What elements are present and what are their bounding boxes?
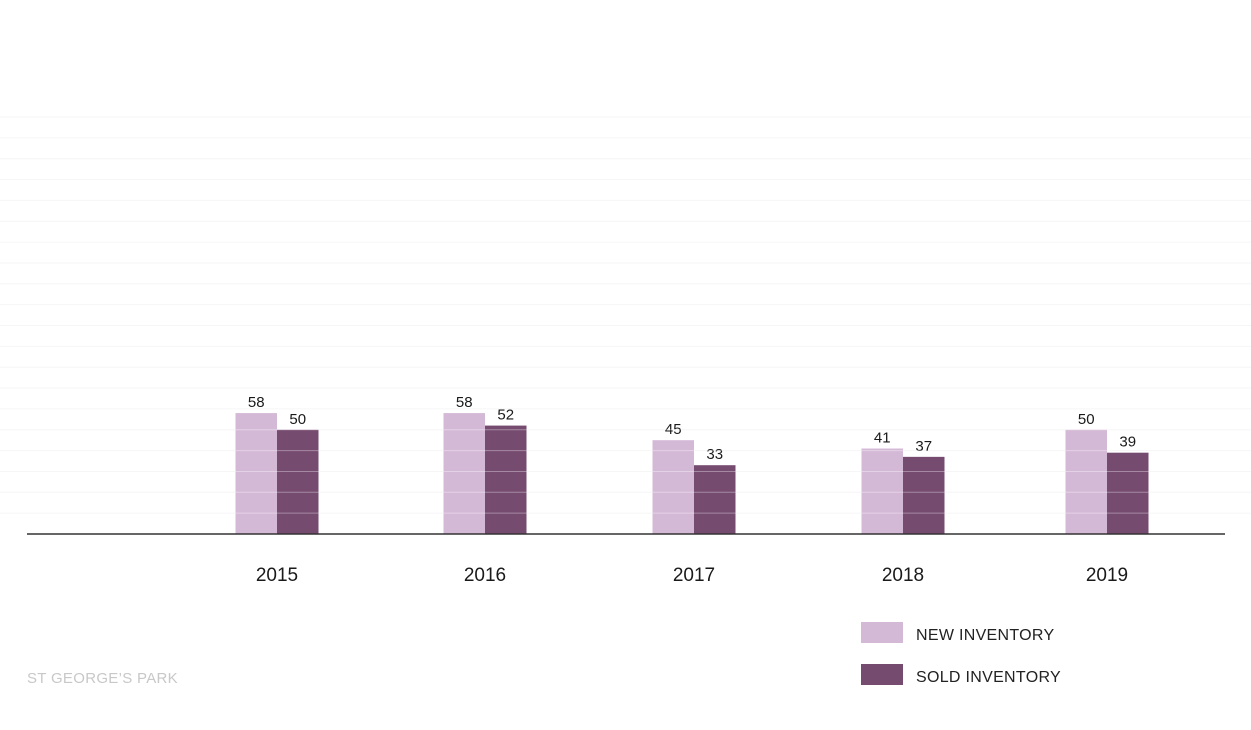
x-axis-ticks: 2015 2016 2017 2018 2019 (256, 565, 1128, 586)
data-label-sold-2015: 50 (289, 411, 306, 428)
bar-sold-2016 (485, 425, 527, 534)
data-label-new-2016: 58 (456, 394, 473, 411)
x-tick-label-2017: 2017 (673, 565, 715, 586)
legend-swatch-new-inventory (861, 622, 903, 643)
data-label-sold-2016: 52 (497, 407, 514, 424)
gridline-overlay (0, 116, 1251, 514)
bar-new-2015 (235, 413, 277, 534)
legend-swatch-sold-inventory (861, 664, 903, 685)
legend-label-sold-inventory: SOLD INVENTORY (916, 669, 1061, 686)
watermark-text: ST GEORGE’S PARK (27, 670, 178, 687)
data-label-sold-2019: 39 (1119, 434, 1136, 451)
gridlines (0, 116, 1251, 514)
data-label-sold-2018: 37 (915, 438, 932, 455)
bar-new-2018 (861, 448, 903, 534)
legend-label-new-inventory: NEW INVENTORY (916, 627, 1055, 644)
data-label-new-2019: 50 (1078, 411, 1095, 428)
bar-sold-2017 (694, 465, 736, 534)
data-label-sold-2017: 33 (706, 446, 723, 463)
bar-sold-2018 (903, 456, 945, 534)
bar-sold-2019 (1107, 452, 1149, 534)
bar-new-2016 (443, 413, 485, 534)
data-label-new-2015: 58 (248, 394, 265, 411)
bar-new-2017 (652, 440, 694, 534)
x-tick-label-2019: 2019 (1086, 565, 1128, 586)
x-tick-label-2015: 2015 (256, 565, 298, 586)
data-label-new-2017: 45 (665, 421, 682, 438)
data-labels: 58 50 58 52 45 33 41 37 50 39 (248, 394, 1136, 463)
x-tick-label-2018: 2018 (882, 565, 924, 586)
bars (235, 413, 1149, 534)
x-tick-label-2016: 2016 (464, 565, 506, 586)
bar-new-2019 (1065, 429, 1107, 534)
data-label-new-2018: 41 (874, 430, 891, 447)
bar-sold-2015 (277, 429, 319, 534)
